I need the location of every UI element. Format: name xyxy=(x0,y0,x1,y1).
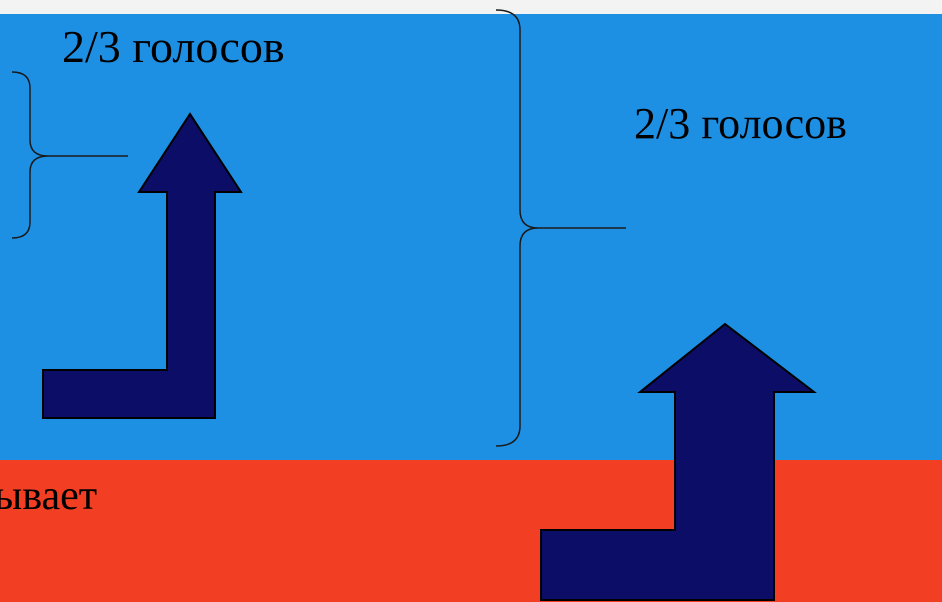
left-bracket-icon xyxy=(11,71,128,239)
left-arrow-icon xyxy=(42,112,243,419)
bottom-partial-label: ывает xyxy=(0,473,98,519)
right-arrow-icon xyxy=(540,322,817,601)
right-bracket-icon xyxy=(495,9,626,447)
left-vote-label: 2/3 голосов xyxy=(62,21,285,72)
red-band xyxy=(0,460,942,602)
white-band xyxy=(0,0,942,14)
right-vote-label: 2/3 голосов xyxy=(634,99,847,148)
